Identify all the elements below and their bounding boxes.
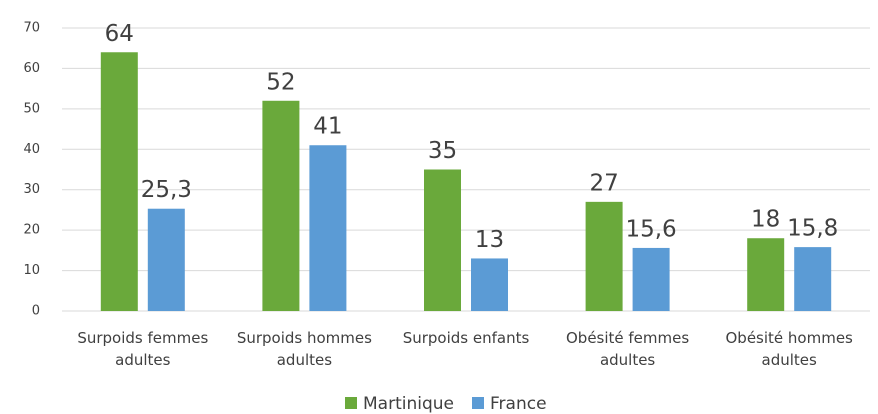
bar bbox=[632, 247, 670, 311]
bar bbox=[424, 169, 461, 311]
y-tick-label: 10 bbox=[23, 263, 40, 278]
bar bbox=[100, 52, 138, 311]
bar bbox=[747, 238, 785, 311]
bar bbox=[309, 145, 347, 311]
legend-swatch bbox=[345, 397, 357, 409]
data-label: 41 bbox=[313, 114, 342, 140]
legend-swatch bbox=[472, 397, 484, 409]
x-tick-label: Surpoids hommes adultes bbox=[237, 329, 372, 369]
legend-label: France bbox=[490, 394, 547, 414]
data-label: 15,8 bbox=[787, 216, 838, 242]
bar bbox=[585, 201, 623, 311]
bar bbox=[147, 208, 185, 311]
data-label: 35 bbox=[428, 138, 457, 164]
y-tick-label: 70 bbox=[23, 21, 40, 36]
data-label: 27 bbox=[589, 170, 618, 196]
y-tick-label: 40 bbox=[23, 142, 40, 157]
legend-label: Martinique bbox=[363, 394, 454, 414]
y-tick-label: 60 bbox=[23, 61, 40, 76]
data-label: 15,6 bbox=[625, 216, 676, 242]
bar bbox=[262, 100, 300, 312]
y-tick-label: 0 bbox=[32, 304, 40, 319]
data-label: 52 bbox=[266, 69, 295, 95]
data-label: 25,3 bbox=[141, 177, 192, 203]
x-tick-label: Obésité hommes adultes bbox=[726, 329, 854, 369]
bar bbox=[471, 258, 508, 311]
x-tick-label: Surpoids femmes adultes bbox=[77, 329, 208, 369]
y-tick-label: 50 bbox=[23, 101, 40, 116]
y-tick-label: 30 bbox=[23, 182, 40, 197]
x-tick-label: Obésité femmes adultes bbox=[566, 329, 689, 369]
bar bbox=[794, 247, 832, 311]
x-tick-label: Surpoids enfants bbox=[403, 329, 530, 347]
data-label: 18 bbox=[751, 207, 780, 233]
data-label: 64 bbox=[105, 21, 134, 47]
data-label: 13 bbox=[475, 227, 504, 253]
y-tick-label: 20 bbox=[23, 223, 40, 238]
